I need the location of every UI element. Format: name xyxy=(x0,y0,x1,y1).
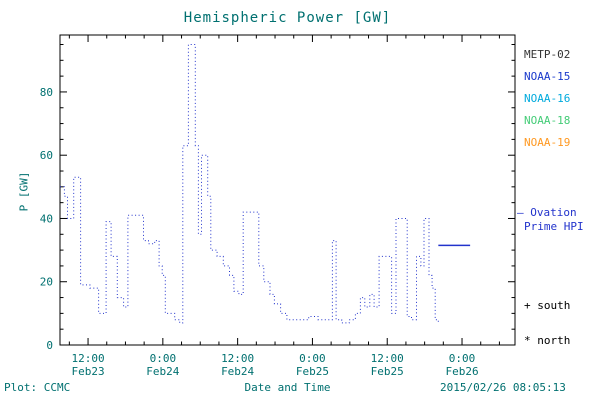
svg-text:0:00: 0:00 xyxy=(299,352,326,365)
legend-item-noaa-15: NOAA-15 xyxy=(524,70,571,83)
x-axis-label: Date and Time xyxy=(244,381,331,394)
svg-text:12:00: 12:00 xyxy=(221,352,254,365)
satellite-legend: METP-02 NOAA-15 NOAA-16 NOAA-18 NOAA-19 xyxy=(524,48,570,149)
plot-credit: Plot: CCMC xyxy=(4,381,71,394)
legend-item-noaa-18: NOAA-18 xyxy=(524,114,571,127)
legend-item-noaa-16: NOAA-16 xyxy=(524,92,571,105)
legend-ovation-line2: Prime HPI xyxy=(524,220,584,233)
legend-item-noaa-19: NOAA-19 xyxy=(524,136,571,149)
legend-north-marker: * north xyxy=(524,334,571,347)
svg-text:12:00: 12:00 xyxy=(371,352,404,365)
svg-text:0: 0 xyxy=(46,339,53,352)
svg-text:Feb24: Feb24 xyxy=(146,365,179,378)
svg-text:Feb25: Feb25 xyxy=(296,365,329,378)
y-axis-label: P [GW] xyxy=(17,171,31,212)
svg-text:12:00: 12:00 xyxy=(71,352,104,365)
svg-text:0:00: 0:00 xyxy=(449,352,476,365)
svg-text:0:00: 0:00 xyxy=(150,352,177,365)
generated-timestamp: 2015/02/26 08:05:13 xyxy=(440,381,566,394)
svg-text:Feb26: Feb26 xyxy=(445,365,478,378)
chart-title: Hemispheric Power [GW] xyxy=(183,10,392,26)
svg-text:Feb24: Feb24 xyxy=(221,365,254,378)
svg-text:40: 40 xyxy=(40,212,53,225)
legend-item-metp-02: METP-02 xyxy=(524,48,571,61)
legend-south-marker: + south xyxy=(524,299,571,312)
svg-text:20: 20 xyxy=(40,276,53,289)
svg-text:Feb23: Feb23 xyxy=(71,365,104,378)
legend-ovation-line1: — Ovation xyxy=(517,206,577,219)
svg-text:80: 80 xyxy=(40,86,53,99)
legend-ovation-prime-hpi: — Ovation Prime HPI xyxy=(517,206,584,234)
svg-text:60: 60 xyxy=(40,149,53,162)
svg-text:Feb25: Feb25 xyxy=(371,365,404,378)
